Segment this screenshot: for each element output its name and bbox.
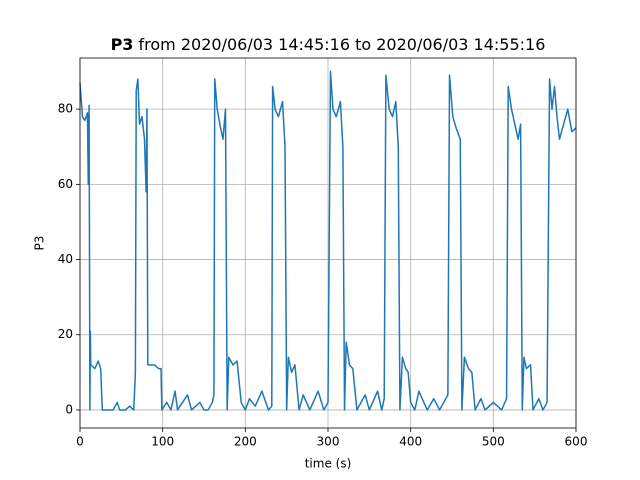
x-tick-label: 500 bbox=[482, 435, 505, 449]
y-axis-label: P3 bbox=[33, 236, 47, 251]
title-rest: from 2020/06/03 14:45:16 to 2020/06/03 1… bbox=[139, 35, 546, 54]
plot-frame bbox=[79, 57, 577, 429]
data-line bbox=[79, 70, 577, 411]
x-tick-label: 300 bbox=[317, 435, 340, 449]
x-tick-label: 0 bbox=[76, 435, 84, 449]
x-tick-label: 400 bbox=[399, 435, 422, 449]
y-tick-label: 20 bbox=[58, 327, 73, 341]
title-bold: P3 bbox=[111, 35, 134, 54]
x-tick-label: 100 bbox=[151, 435, 174, 449]
y-tick-label: 0 bbox=[65, 402, 73, 416]
x-axis-label: time (s) bbox=[305, 457, 352, 471]
x-tick-label: 600 bbox=[565, 435, 588, 449]
y-tick-label: 60 bbox=[58, 177, 73, 191]
x-tick-label: 200 bbox=[234, 435, 257, 449]
chart-title: P3 from 2020/06/03 14:45:16 to 2020/06/0… bbox=[111, 35, 546, 54]
y-tick-label: 40 bbox=[58, 252, 73, 266]
y-tick-label: 80 bbox=[58, 102, 73, 116]
